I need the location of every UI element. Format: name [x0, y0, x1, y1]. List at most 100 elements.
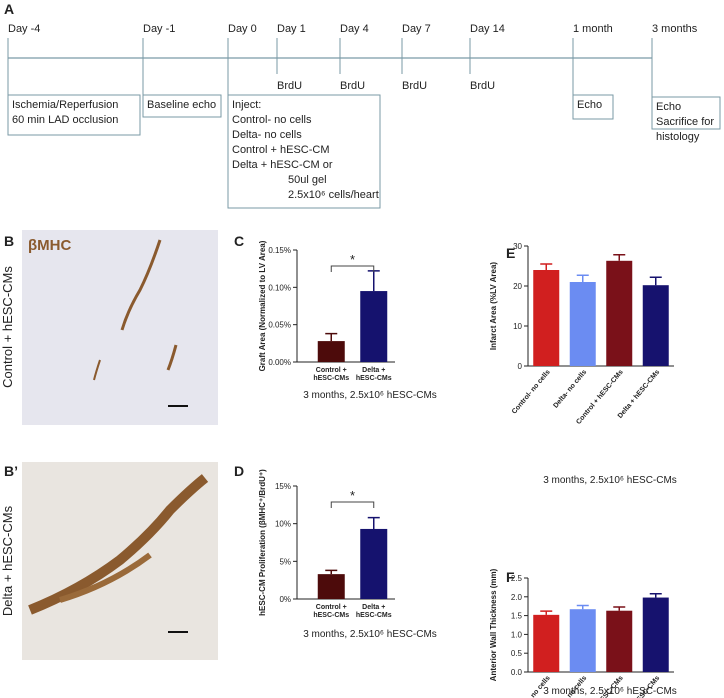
error-bar	[325, 332, 338, 342]
significance-label: *	[350, 252, 355, 267]
y-tick-label: 1.0	[511, 630, 523, 639]
timeline-box	[142, 94, 222, 118]
y-tick-label: 0%	[279, 595, 291, 604]
error-bar	[649, 276, 662, 286]
stain-label: βMHC	[28, 237, 71, 254]
y-tick-label: 10%	[275, 520, 291, 529]
y-tick-label: 0.05%	[268, 321, 291, 330]
timeline-box-text: Echo	[656, 101, 681, 113]
timeline-box-text: Ischemia/Reperfusion	[12, 99, 118, 111]
significance-label: *	[350, 488, 355, 503]
brdu-label: BrdU	[340, 80, 365, 92]
timeline-box-text: Inject:	[232, 99, 261, 111]
timeline-box-text: Echo	[577, 99, 602, 111]
image-label: Delta + hESC-CMs	[0, 505, 15, 616]
x-tick-label: Delta + hESC-CMs	[356, 367, 392, 382]
bar	[360, 528, 388, 599]
x-tick-label: Control- no cells	[511, 369, 552, 416]
timeline-box-text: histology	[656, 131, 700, 143]
timeline-point: Day 14	[470, 23, 505, 35]
timeline-point: Day -1	[143, 23, 175, 35]
error-bar	[540, 610, 553, 615]
timeline-point: Day 7	[402, 23, 431, 35]
panel-label: F	[506, 569, 515, 585]
image-label: Control + hESC-CMs	[0, 266, 15, 388]
timeline-box-text: Control + hESC-CM	[232, 144, 330, 156]
y-tick-label: 10	[513, 322, 522, 331]
timeline-point: Day 4	[340, 23, 369, 35]
timeline-box	[651, 96, 721, 130]
y-tick-label: 0.10%	[268, 283, 291, 292]
timeline-point: 3 months	[652, 23, 698, 35]
bar	[606, 260, 633, 366]
error-bar	[367, 516, 380, 529]
image-background	[22, 230, 218, 425]
error-bar	[613, 606, 626, 611]
error-bar	[576, 604, 589, 610]
timeline-point: Day -4	[8, 23, 40, 35]
panel-label: B’	[4, 463, 18, 479]
y-tick-label: 0.5	[511, 649, 523, 658]
timeline-box	[572, 94, 614, 120]
timeline-box-text: 60 min LAD occlusion	[12, 114, 118, 126]
timeline-box-text: 50ul gel	[288, 174, 327, 186]
bar	[317, 341, 345, 362]
timeline-box	[7, 94, 141, 136]
error-bar	[576, 274, 589, 282]
y-axis-label: hESC-CM Proliferation (βMHC⁺/BrdU⁺)	[258, 469, 267, 616]
timeline-box-text: Sacrifice for	[656, 116, 714, 128]
bar	[642, 597, 669, 672]
timeline-box	[227, 94, 381, 209]
panel-label: A	[4, 1, 14, 17]
bar	[533, 270, 560, 366]
y-tick-label: 2.0	[511, 593, 523, 602]
timeline-box-text: Baseline echo	[147, 99, 216, 111]
y-tick-label: 0	[518, 362, 523, 371]
panel-label: E	[506, 245, 515, 261]
x-tick-label: Delta + hESC-CMs	[617, 369, 662, 420]
timeline-box-text: Delta + hESC-CM or	[232, 159, 333, 171]
significance-bracket	[330, 265, 375, 272]
y-tick-label: 20	[513, 282, 522, 291]
error-bar	[613, 254, 626, 261]
bar	[642, 285, 669, 366]
x-axis-label: 3 months, 2.5x10⁶ hESC-CMs	[303, 390, 437, 401]
timeline-box-text: Control- no cells	[232, 114, 312, 126]
bar	[606, 610, 633, 672]
bar	[317, 574, 345, 599]
x-axis-label: 3 months, 2.5x10⁶ hESC-CMs	[303, 629, 437, 640]
timeline-point: Day 0	[228, 23, 257, 35]
stain	[59, 552, 152, 603]
bar	[360, 291, 388, 362]
bar	[533, 614, 560, 672]
x-tick-label: Control + hESC-CMs	[313, 604, 349, 619]
significance-bracket	[330, 501, 375, 508]
brdu-label: BrdU	[470, 80, 495, 92]
micrograph-b-prime	[22, 462, 218, 660]
y-tick-label: 0.15%	[268, 246, 291, 255]
x-axis-label: 3 months, 2.5x10⁶ hESC-CMs	[543, 475, 677, 486]
panel-label: D	[234, 463, 244, 479]
y-axis-label: Infarct Area (%LV Area)	[489, 262, 498, 351]
y-tick-label: 30	[513, 242, 522, 251]
panel-label: B	[4, 233, 14, 249]
error-bar	[325, 569, 338, 575]
panel-label: C	[234, 233, 244, 249]
x-tick-label: Delta- no cells	[552, 369, 588, 410]
x-tick-label: Delta + hESC-CMs	[356, 604, 392, 619]
error-bar	[649, 593, 662, 598]
y-axis-label: Graft Area (Normalized to LV Area)	[258, 240, 267, 371]
y-tick-label: 15%	[275, 482, 291, 491]
timeline-box-text: Delta- no cells	[232, 129, 302, 141]
brdu-label: BrdU	[402, 80, 427, 92]
timeline-point: Day 1	[277, 23, 306, 35]
y-tick-label: 5%	[279, 557, 291, 566]
y-tick-label: 1.5	[511, 612, 523, 621]
stain	[28, 474, 209, 615]
bar	[569, 282, 596, 366]
error-bar	[540, 263, 553, 270]
stain	[93, 359, 101, 381]
bar	[569, 609, 596, 672]
timeline-box-text: 2.5x10⁶ cells/heart	[288, 189, 379, 201]
